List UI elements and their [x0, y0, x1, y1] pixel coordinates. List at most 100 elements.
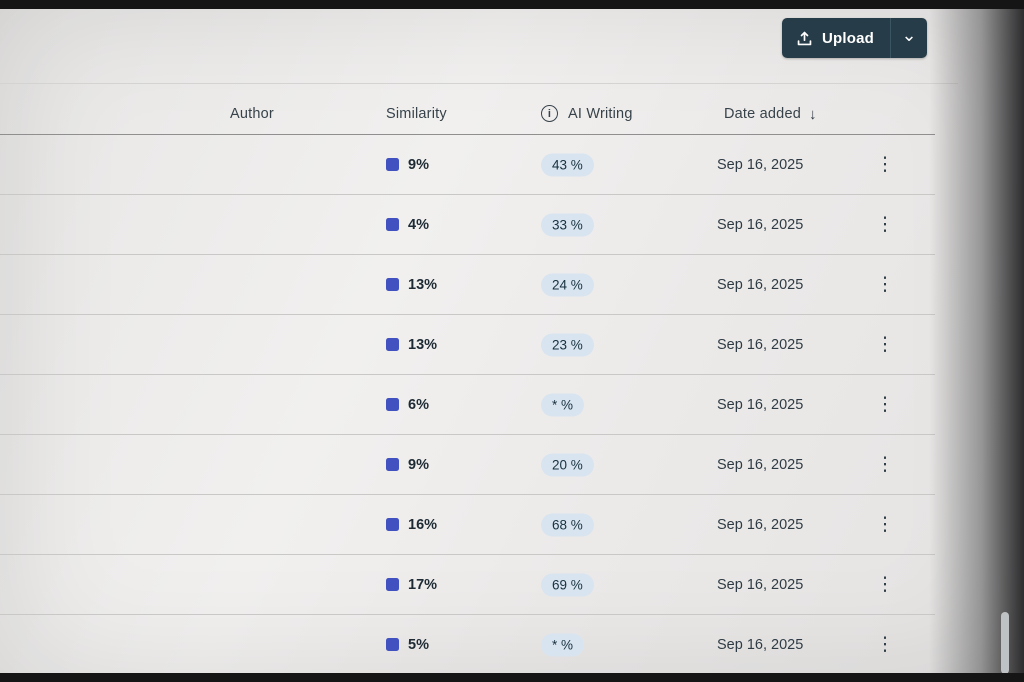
ai-writing-badge: * % [541, 633, 585, 656]
similarity-square-icon [386, 578, 399, 591]
table-row[interactable]: 9% 43 % Sep 16, 2025 ⋮ [0, 135, 935, 195]
table-row[interactable]: 5% * % Sep 16, 2025 ⋮ [0, 615, 935, 675]
row-actions: ⋮ [874, 575, 896, 595]
column-header-author[interactable]: Author [230, 106, 274, 122]
kebab-menu-icon[interactable]: ⋮ [875, 573, 895, 595]
upload-split-button: Upload ⌄ [781, 18, 927, 58]
table-row[interactable]: 13% 24 % Sep 16, 2025 ⋮ [0, 255, 935, 315]
row-actions: ⋮ [874, 215, 896, 235]
kebab-menu-icon[interactable]: ⋮ [875, 513, 895, 535]
date-added-cell: Sep 16, 2025 [717, 336, 804, 353]
date-added-cell: Sep 16, 2025 [717, 276, 804, 293]
similarity-value: 5% [408, 636, 429, 653]
section-divider [0, 83, 958, 84]
ai-writing-badge: 20 % [541, 453, 594, 476]
similarity-cell: 16% [386, 517, 437, 533]
date-added-cell: Sep 16, 2025 [717, 516, 804, 533]
table-header: Author Similarity i AI Writing Date adde… [0, 84, 935, 135]
row-actions: ⋮ [874, 155, 896, 175]
ai-writing-cell: * % [541, 393, 585, 416]
kebab-menu-icon[interactable]: ⋮ [875, 333, 895, 355]
ai-writing-badge: 24 % [541, 273, 594, 296]
upload-button[interactable]: Upload [781, 18, 890, 58]
table-row[interactable]: 16% 68 % Sep 16, 2025 ⋮ [0, 495, 935, 555]
ai-writing-cell: 23 % [541, 333, 594, 356]
ai-writing-cell: 20 % [541, 453, 594, 476]
ai-writing-cell: * % [541, 633, 585, 656]
row-actions: ⋮ [874, 395, 896, 415]
similarity-square-icon [386, 638, 399, 651]
ai-writing-badge: 69 % [541, 573, 594, 596]
date-added-cell: Sep 16, 2025 [717, 396, 804, 413]
column-header-ai-writing[interactable]: i AI Writing [541, 105, 633, 122]
similarity-cell: 5% [386, 637, 429, 653]
date-added-cell: Sep 16, 2025 [717, 216, 804, 233]
similarity-cell: 4% [386, 217, 429, 233]
column-header-similarity[interactable]: Similarity [386, 106, 447, 122]
similarity-cell: 9% [386, 457, 429, 473]
similarity-value: 13% [408, 336, 438, 353]
similarity-square-icon [386, 458, 399, 471]
sort-descending-icon: ↓ [808, 106, 817, 123]
table-row[interactable]: 9% 20 % Sep 16, 2025 ⋮ [0, 435, 935, 495]
ai-writing-cell: 68 % [541, 513, 594, 536]
kebab-menu-icon[interactable]: ⋮ [875, 393, 895, 415]
table-row[interactable]: 6% * % Sep 16, 2025 ⋮ [0, 375, 935, 435]
similarity-value: 4% [408, 216, 429, 233]
table-row[interactable]: 4% 33 % Sep 16, 2025 ⋮ [0, 195, 935, 255]
table-row[interactable]: 17% 69 % Sep 16, 2025 ⋮ [0, 555, 935, 615]
ai-writing-badge: 33 % [541, 213, 594, 236]
scrollbar-thumb[interactable] [1001, 612, 1009, 674]
similarity-square-icon [386, 518, 399, 531]
column-header-date-added[interactable]: Date added ↓ [724, 105, 817, 124]
similarity-square-icon [386, 338, 399, 351]
screen-top-edge [0, 0, 1024, 9]
kebab-menu-icon[interactable]: ⋮ [875, 213, 895, 235]
kebab-menu-icon[interactable]: ⋮ [875, 273, 895, 295]
similarity-square-icon [386, 398, 399, 411]
date-added-header-label: Date added [724, 105, 801, 122]
similarity-value: 13% [408, 276, 438, 293]
similarity-cell: 6% [386, 397, 429, 413]
similarity-cell: 17% [386, 577, 437, 593]
ai-writing-badge: 23 % [541, 333, 594, 356]
ai-writing-cell: 33 % [541, 213, 594, 236]
kebab-menu-icon[interactable]: ⋮ [875, 633, 895, 655]
similarity-value: 16% [408, 516, 438, 533]
ai-writing-header-label: AI Writing [568, 105, 633, 122]
table-body: 9% 43 % Sep 16, 2025 ⋮ 4% 33 % Sep 16, 2… [0, 135, 935, 675]
screen-bottom-edge [0, 673, 1024, 682]
similarity-square-icon [386, 278, 399, 291]
row-actions: ⋮ [874, 275, 896, 295]
screen-right-edge [929, 0, 1024, 682]
similarity-value: 17% [408, 576, 438, 593]
upload-icon [797, 31, 812, 45]
similarity-cell: 13% [386, 277, 437, 293]
similarity-square-icon [386, 218, 399, 231]
ai-writing-badge: * % [541, 393, 585, 416]
similarity-cell: 9% [386, 157, 429, 173]
row-actions: ⋮ [874, 515, 896, 535]
date-added-cell: Sep 16, 2025 [717, 456, 804, 473]
similarity-square-icon [386, 158, 399, 171]
ai-writing-badge: 43 % [541, 153, 594, 176]
date-added-cell: Sep 16, 2025 [717, 156, 804, 173]
similarity-cell: 13% [386, 337, 437, 353]
row-actions: ⋮ [874, 335, 896, 355]
ai-writing-cell: 24 % [541, 273, 594, 296]
row-actions: ⋮ [874, 635, 896, 655]
similarity-value: 9% [408, 156, 429, 173]
info-icon[interactable]: i [541, 105, 558, 122]
date-added-cell: Sep 16, 2025 [717, 636, 804, 653]
ai-writing-cell: 43 % [541, 153, 594, 176]
similarity-value: 6% [408, 396, 429, 413]
kebab-menu-icon[interactable]: ⋮ [875, 453, 895, 475]
upload-options-button[interactable]: ⌄ [890, 18, 927, 58]
row-actions: ⋮ [874, 455, 896, 475]
chevron-down-icon: ⌄ [901, 25, 917, 45]
ai-writing-badge: 68 % [541, 513, 594, 536]
table-row[interactable]: 13% 23 % Sep 16, 2025 ⋮ [0, 315, 935, 375]
kebab-menu-icon[interactable]: ⋮ [875, 153, 895, 175]
upload-button-label: Upload [821, 29, 874, 47]
